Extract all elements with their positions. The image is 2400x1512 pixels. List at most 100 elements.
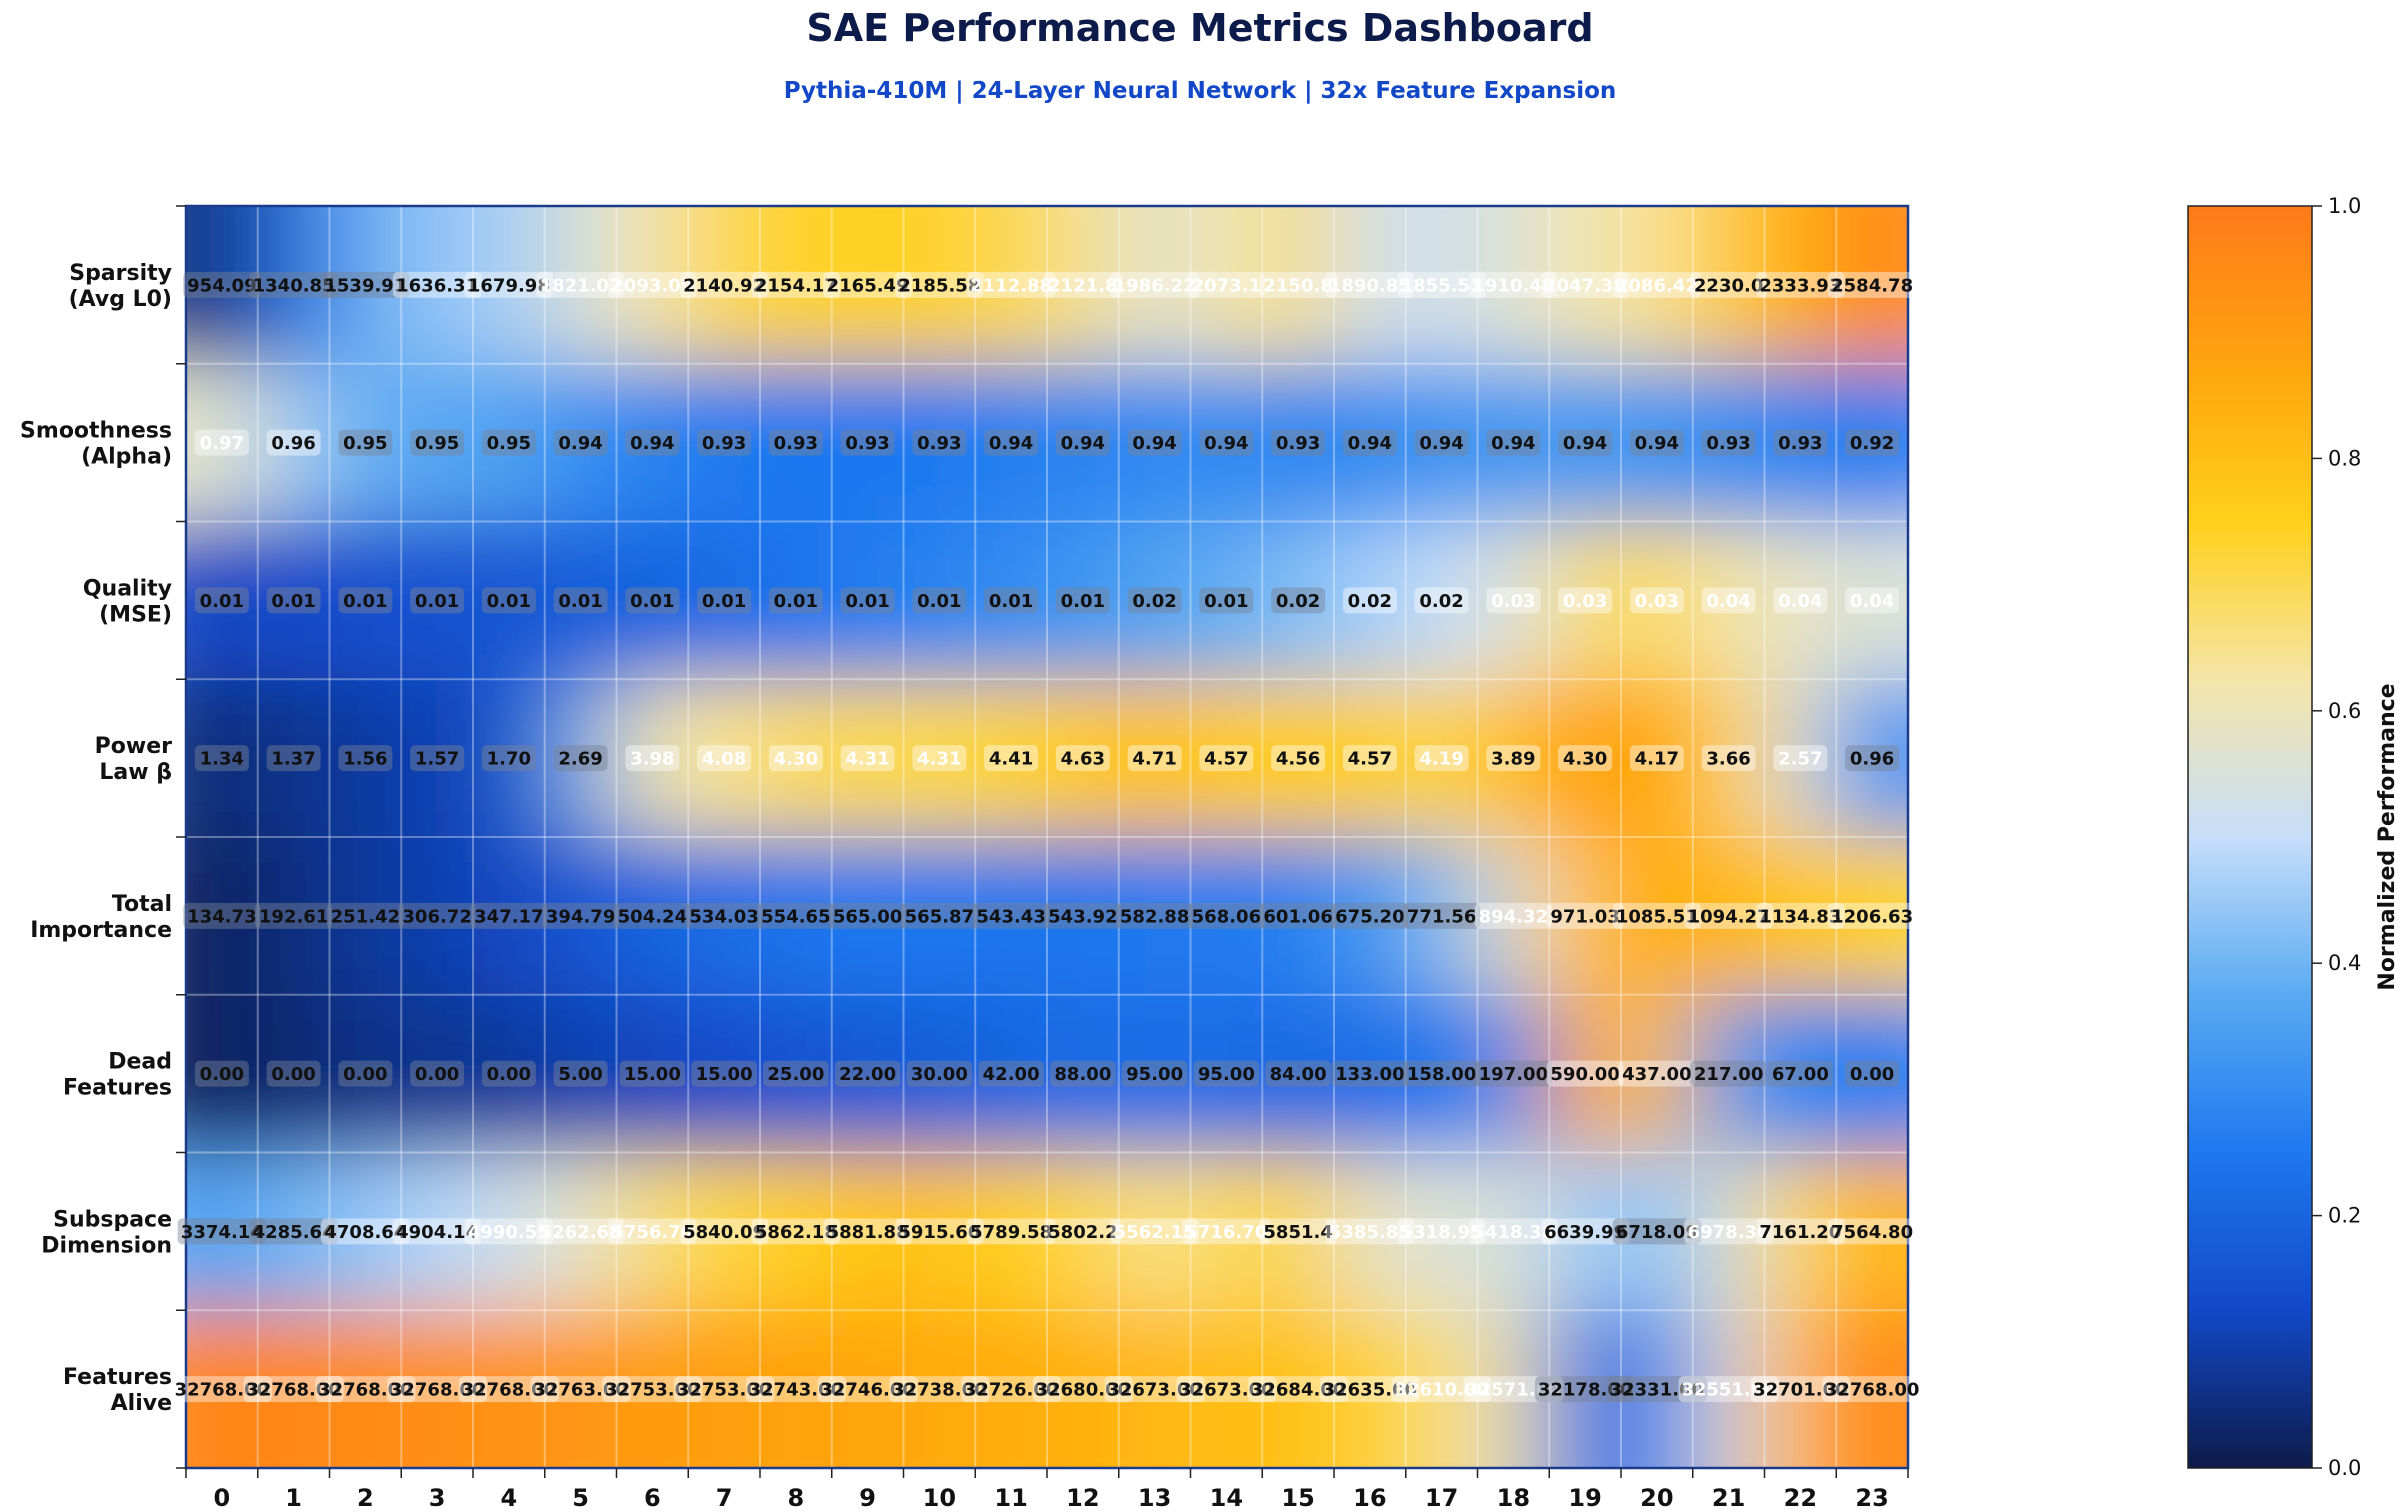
cell-value-label: 67.00 [1772,1064,1829,1085]
cell-value-label: 601.06 [1263,906,1332,927]
cell-label-box [1187,271,1265,298]
heatmap-cell [1118,363,1192,523]
cell-label-box [834,1060,901,1087]
heatmap-cell [544,1310,618,1468]
heatmap-cell [1836,679,1908,838]
heatmap-cell [1764,994,1838,1154]
cell-value-label: 4.31 [917,749,961,770]
x-tick-label: 13 [1138,1484,1171,1512]
row-label: Subspace Dimension [41,1207,172,1258]
heatmap-cell [544,679,618,838]
heatmap-cell [329,521,403,681]
cell-label-box [1391,1376,1492,1403]
cell-value-label: 0.94 [1061,433,1105,454]
heatmap-cell [831,521,905,681]
heatmap-cell [1836,521,1908,681]
cell-label-box [1690,1060,1768,1087]
cell-value-label: 32680.00 [1036,1380,1131,1401]
x-tick-label: 18 [1497,1484,1530,1512]
heatmap-cell [975,1310,1048,1468]
row-label: Power Law β [95,734,172,785]
cell-label-box [961,1376,1062,1403]
cell-value-label: 32331.00 [1610,1380,1705,1401]
row-label: Smoothness (Alpha) [20,419,172,470]
heatmap-cell [688,521,761,681]
cell-value-label: 0.92 [1850,433,1894,454]
heatmap-cell [1621,521,1694,681]
cell-label-box [1403,1060,1481,1087]
heatmap-cell [1047,994,1120,1154]
cell-value-label: 5385.85 [1329,1222,1411,1243]
heatmap-cell [1334,679,1407,838]
cell-label-box [266,587,321,614]
cell-label-box [1342,745,1397,772]
cell-label-box [1414,745,1469,772]
heatmap-cell [401,521,474,681]
cell-value-label: 2.57 [1778,749,1822,770]
cell-label-box [757,902,835,929]
cell-label-box [1110,1218,1199,1245]
heatmap-cell [257,521,331,681]
cell-label-box [1121,1060,1188,1087]
cell-label-box [751,1218,841,1245]
cell-label-box [768,745,823,772]
cell-label-box [1271,745,1326,772]
cell-label-box [392,1218,482,1245]
cell-label-box [840,745,895,772]
cell-value-label: 1910.48 [1472,275,1554,296]
cell-value-label: 0.00 [1850,1064,1894,1085]
heatmap-cell [544,1152,618,1312]
heatmap-cell [1836,1152,1908,1312]
row-label: Quality (MSE) [83,576,172,627]
cell-value-label: 0.93 [1778,433,1822,454]
cell-value-label: 534.03 [689,906,758,927]
cell-label-box [613,902,691,929]
heatmap-cell [544,521,618,681]
cell-label-box [1110,271,1199,298]
heatmap-cell [473,837,546,996]
cell-label-box [1773,745,1828,772]
heatmap-cell [186,1310,259,1468]
heatmap-cell [329,206,403,365]
heatmap-cell [1549,363,1622,523]
cell-value-label: 0.94 [1491,433,1535,454]
cell-value-label: 133.00 [1335,1064,1404,1085]
heatmap-cell [1190,521,1264,681]
cell-value-label: 32673.00 [1107,1380,1202,1401]
cell-value-label: 217.00 [1694,1064,1763,1085]
cell-label-box [823,1218,912,1245]
cell-label-box [338,429,393,456]
cell-label-box [392,271,482,298]
cell-value-label: 3.89 [1491,749,1535,770]
cell-value-label: 4990.55 [468,1222,550,1243]
cell-label-box [625,429,680,456]
cell-value-label: 1134.83 [1759,906,1841,927]
heatmap-cell [329,837,403,996]
cell-value-label: 0.95 [415,433,459,454]
heatmap-cell [760,1152,833,1312]
heatmap-cell [544,994,618,1154]
cell-label-box [625,745,680,772]
cell-value-label: 0.94 [989,433,1033,454]
heatmap-cell [1262,521,1335,681]
cell-value-label: 0.97 [200,433,244,454]
heatmap-cell [1549,994,1622,1154]
heatmap-cell [544,363,618,523]
heatmap-cell [1262,363,1335,523]
cell-label-box [768,429,823,456]
heatmap-cell [1118,1152,1192,1312]
cell-value-label: 0.02 [1276,591,1320,612]
cell-label-box [966,1218,1056,1245]
cell-label-box [1684,902,1773,929]
cell-label-box [906,1060,973,1087]
cell-value-label: 0.94 [1635,433,1679,454]
heatmap-cell [760,363,833,523]
heatmap-cell [688,1152,761,1312]
cell-label-box [1127,745,1182,772]
x-tick-label: 7 [716,1484,733,1512]
heatmap-cell [975,206,1048,365]
heatmap-cell [1262,206,1335,365]
cell-label-box [1414,429,1469,456]
heatmap-cell [1405,206,1479,365]
heatmap-cell [1549,837,1622,996]
